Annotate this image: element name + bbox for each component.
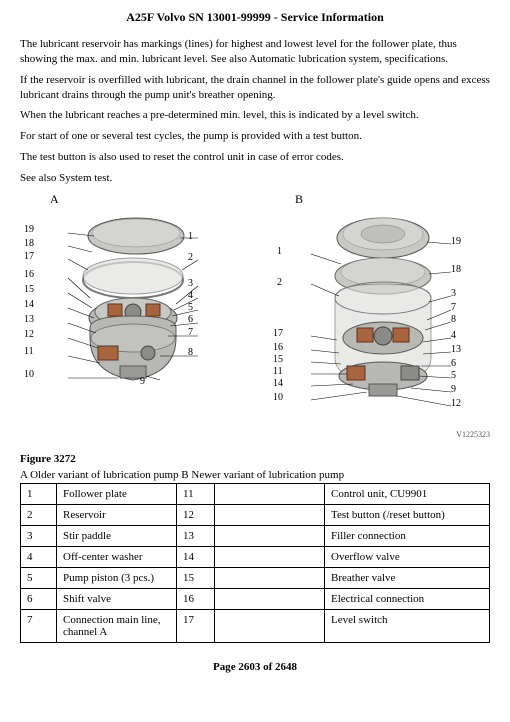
table-cell: 16 <box>177 588 215 609</box>
figure-a: A <box>20 196 245 428</box>
figure-area: A <box>20 196 490 439</box>
table-cell: Breather valve <box>325 567 490 588</box>
callout-a-18: 18 <box>24 238 34 249</box>
table-cell <box>215 525 325 546</box>
table-row: 7Connection main line, channel A17 Level … <box>21 609 490 642</box>
table-cell <box>215 588 325 609</box>
table-cell <box>215 546 325 567</box>
callout-a-r8: 8 <box>188 347 193 358</box>
callout-b-l11: 11 <box>273 366 283 377</box>
callout-a-r6: 6 <box>188 314 193 325</box>
callout-b-r8: 8 <box>451 314 456 325</box>
callout-a-16: 16 <box>24 269 34 280</box>
table-cell: Off-center washer <box>57 546 177 567</box>
table-cell: Overflow valve <box>325 546 490 567</box>
table-cell: 6 <box>21 588 57 609</box>
callout-b-r12: 12 <box>451 398 461 409</box>
table-row: 3Stir paddle13 Filler connection <box>21 525 490 546</box>
callout-b-l10: 10 <box>273 392 283 403</box>
figure-caption: A Older variant of lubrication pump B Ne… <box>20 469 490 481</box>
callout-b-l15: 15 <box>273 354 283 365</box>
callout-a-r9: 9 <box>140 376 145 387</box>
callout-a-10: 10 <box>24 369 34 380</box>
callout-b-r5: 5 <box>451 370 456 381</box>
image-id: V1225323 <box>20 430 490 439</box>
table-cell: 5 <box>21 567 57 588</box>
table-cell: 14 <box>177 546 215 567</box>
table-cell: 1 <box>21 483 57 504</box>
table-cell: 11 <box>177 483 215 504</box>
table-cell: 4 <box>21 546 57 567</box>
paragraph-5: The test button is also used to reset th… <box>20 150 490 165</box>
table-cell: Filler connection <box>325 525 490 546</box>
pump-b-illustration <box>283 208 473 428</box>
callout-a-r5: 5 <box>188 302 193 313</box>
table-cell: Pump piston (3 pcs.) <box>57 567 177 588</box>
paragraph-3: When the lubricant reaches a pre-determi… <box>20 108 490 123</box>
callout-a-15: 15 <box>24 284 34 295</box>
callout-b-r19: 19 <box>451 236 461 247</box>
table-row: 2Reservoir12 Test button (/reset button) <box>21 504 490 525</box>
figure-number: Figure 3272 <box>20 453 490 465</box>
figure-a-label: A <box>50 192 59 207</box>
callout-b-l1: 1 <box>277 246 282 257</box>
figure-b-label: B <box>295 192 303 207</box>
table-cell: Control unit, CU9901 <box>325 483 490 504</box>
table-cell: Test button (/reset button) <box>325 504 490 525</box>
callout-b-r13: 13 <box>451 344 461 355</box>
callout-a-r2: 2 <box>188 252 193 263</box>
paragraph-2: If the reservoir is overfilled with lubr… <box>20 73 490 103</box>
callout-b-r9: 9 <box>451 384 456 395</box>
table-cell <box>215 609 325 642</box>
table-row: 1Follower plate11 Control unit, CU9901 <box>21 483 490 504</box>
table-cell: 13 <box>177 525 215 546</box>
callout-b-l2: 2 <box>277 277 282 288</box>
page-footer: Page 2603 of 2648 <box>20 661 490 673</box>
table-cell: Stir paddle <box>57 525 177 546</box>
table-cell: 2 <box>21 504 57 525</box>
callout-b-r7: 7 <box>451 302 456 313</box>
table-cell: 12 <box>177 504 215 525</box>
table-cell: 15 <box>177 567 215 588</box>
table-row: 6Shift valve16 Electrical connection <box>21 588 490 609</box>
callout-a-12: 12 <box>24 329 34 340</box>
callout-a-19: 19 <box>24 224 34 235</box>
table-cell: Electrical connection <box>325 588 490 609</box>
paragraph-1: The lubricant reservoir has markings (li… <box>20 37 490 67</box>
table-cell: 3 <box>21 525 57 546</box>
table-cell: Reservoir <box>57 504 177 525</box>
paragraph-4: For start of one or several test cycles,… <box>20 129 490 144</box>
callout-a-r7: 7 <box>188 327 193 338</box>
callout-b-l14: 14 <box>273 378 283 389</box>
callout-a-r1: 1 <box>188 231 193 242</box>
table-cell: 17 <box>177 609 215 642</box>
parts-table: 1Follower plate11Control unit, CU99012Re… <box>20 483 490 643</box>
callout-b-l17: 17 <box>273 328 283 339</box>
callout-b-r6: 6 <box>451 358 456 369</box>
callout-b-l16: 16 <box>273 342 283 353</box>
table-cell <box>215 504 325 525</box>
table-row: 4Off-center washer14 Overflow valve <box>21 546 490 567</box>
table-cell <box>215 567 325 588</box>
figure-b: B <box>265 196 490 428</box>
paragraph-6: See also System test. <box>20 171 490 186</box>
callout-a-13: 13 <box>24 314 34 325</box>
table-cell: Level switch <box>325 609 490 642</box>
table-row: 5Pump piston (3 pcs.)15 Breather valve <box>21 567 490 588</box>
callout-b-r18: 18 <box>451 264 461 275</box>
table-cell <box>215 483 325 504</box>
callout-a-17: 17 <box>24 251 34 262</box>
callout-a-r4: 4 <box>188 290 193 301</box>
table-cell: Connection main line, channel A <box>57 609 177 642</box>
table-cell: Follower plate <box>57 483 177 504</box>
callout-a-14: 14 <box>24 299 34 310</box>
callout-a-11: 11 <box>24 346 34 357</box>
callout-b-r4: 4 <box>451 330 456 341</box>
table-cell: Shift valve <box>57 588 177 609</box>
table-cell: 7 <box>21 609 57 642</box>
callout-a-r3: 3 <box>188 278 193 289</box>
page-header: A25F Volvo SN 13001-99999 - Service Info… <box>20 10 490 25</box>
callout-b-r3: 3 <box>451 288 456 299</box>
